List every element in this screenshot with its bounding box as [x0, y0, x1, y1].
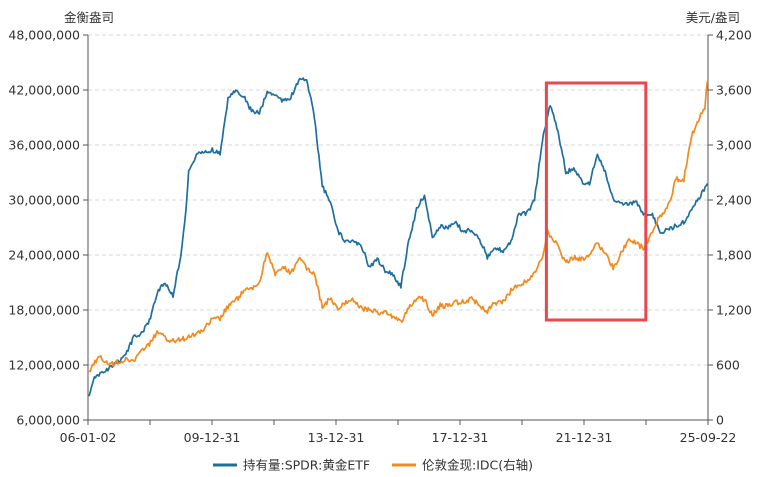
highlight-box [544, 81, 648, 322]
x-tick-label: 25-09-22 [680, 430, 737, 445]
x-tick-label: 09-12-31 [184, 430, 241, 445]
left-tick-label: 42,000,000 [8, 83, 80, 98]
x-tick-label: 06-01-02 [60, 430, 117, 445]
left-tick-label: 6,000,000 [16, 413, 80, 428]
right-axis-ticks: 4,200 3,600 3,000 2,400 1,800 1,200 600 0 [716, 28, 752, 428]
legend: 持有量:SPDR:黄金ETF 伦敦金现:IDC(右轴) [213, 458, 533, 473]
left-tick-label: 36,000,000 [8, 138, 80, 153]
x-tick-label: 21-12-31 [556, 430, 613, 445]
series-line-london-gold-price [88, 80, 709, 373]
grid-lines [88, 34, 708, 366]
axes [83, 34, 713, 425]
right-tick-label: 1,200 [716, 303, 752, 318]
right-tick-label: 0 [716, 413, 724, 428]
right-tick-label: 4,200 [716, 28, 752, 43]
left-tick-label: 12,000,000 [8, 358, 80, 373]
right-tick-label: 3,000 [716, 138, 752, 153]
right-axis-unit: 美元/盎司 [686, 10, 740, 25]
series-layer [88, 77, 709, 397]
right-tick-label: 3,600 [716, 83, 752, 98]
left-tick-label: 18,000,000 [8, 303, 80, 318]
series-line-spdr-holdings [88, 77, 709, 397]
left-tick-label: 24,000,000 [8, 248, 80, 263]
left-tick-label: 48,000,000 [8, 28, 80, 43]
x-axis-ticks: 06-01-02 09-12-31 13-12-31 17-12-31 21-12-31… [60, 430, 737, 445]
right-tick-label: 600 [716, 358, 740, 373]
right-tick-label: 1,800 [716, 248, 752, 263]
left-axis-unit: 金衡盎司 [64, 10, 114, 25]
legend-label: 持有量:SPDR:黄金ETF [243, 458, 370, 473]
highlight-layer [544, 81, 648, 322]
right-tick-label: 2,400 [716, 193, 752, 208]
left-tick-label: 30,000,000 [8, 193, 80, 208]
x-tick-label: 17-12-31 [432, 430, 489, 445]
left-axis-ticks: 48,000,000 42,000,000 36,000,000 30,000,000… [8, 28, 80, 428]
x-tick-label: 13-12-31 [308, 430, 365, 445]
legend-label: 伦敦金现:IDC(右轴) [422, 458, 533, 473]
